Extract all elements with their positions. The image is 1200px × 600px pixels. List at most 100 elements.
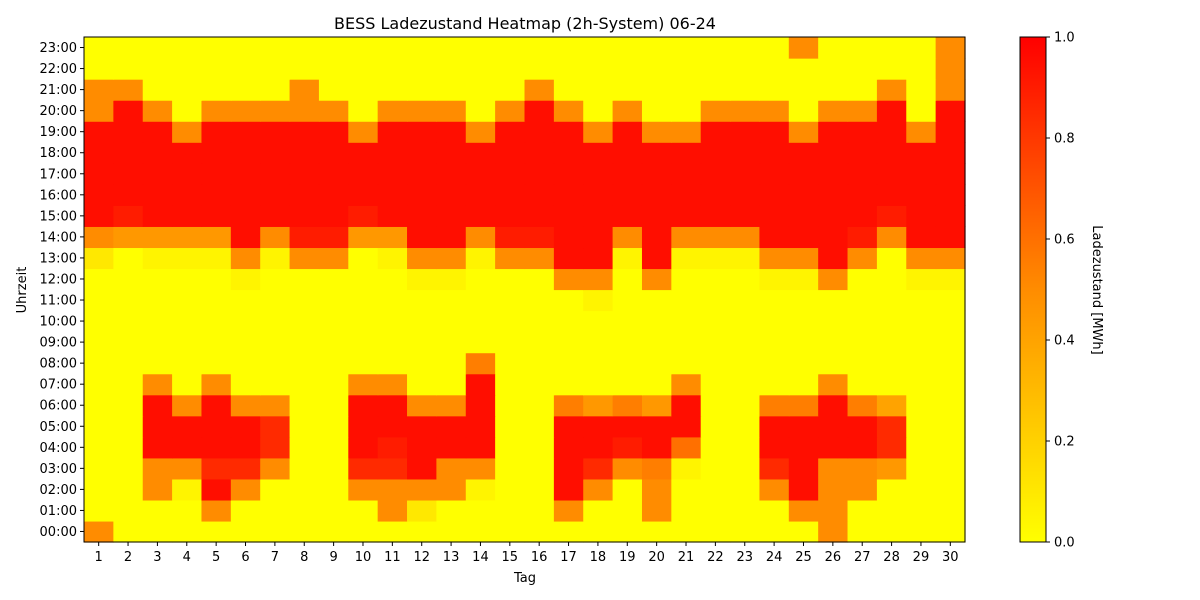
heatmap-cell: [465, 58, 496, 80]
heatmap-cell: [495, 499, 526, 522]
y-tick-label: 04:00: [40, 441, 77, 456]
heatmap-cell: [407, 142, 437, 164]
heatmap-cell: [759, 310, 790, 333]
heatmap-cell: [230, 58, 261, 80]
heatmap-cell: [906, 100, 937, 122]
heatmap-cell: [318, 37, 349, 59]
heatmap-cell: [553, 352, 584, 375]
heatmap-cell: [142, 184, 173, 206]
heatmap-cell: [84, 205, 114, 227]
heatmap-cell: [583, 457, 614, 480]
x-tick-label: 8: [300, 550, 308, 565]
x-tick-label: 21: [678, 550, 695, 565]
heatmap-cell: [230, 142, 261, 164]
heatmap-cell: [876, 415, 907, 438]
heatmap-cell: [876, 184, 907, 206]
x-axis-label: Tag: [513, 571, 536, 586]
heatmap-cell: [788, 205, 819, 227]
heatmap-cell: [847, 121, 878, 143]
heatmap-cell: [553, 478, 584, 501]
heatmap-cell: [612, 373, 643, 396]
heatmap-cell: [201, 184, 232, 206]
heatmap-cell: [730, 142, 761, 164]
heatmap-cell: [377, 478, 408, 501]
heatmap-cell: [700, 436, 731, 459]
heatmap-cell: [318, 247, 349, 270]
x-tick-label: 27: [854, 550, 871, 565]
heatmap-cell: [906, 478, 937, 501]
heatmap-cell: [583, 121, 614, 143]
heatmap-cell: [377, 58, 408, 80]
heatmap-cell: [583, 100, 614, 122]
heatmap-cell: [172, 121, 203, 143]
heatmap-cell: [465, 289, 496, 312]
plot-frame: [83, 36, 966, 543]
heatmap-cell: [906, 205, 937, 227]
heatmap-cell: [407, 100, 437, 122]
heatmap-cell: [260, 205, 291, 227]
heatmap-cell: [142, 352, 173, 375]
heatmap-cell: [142, 79, 173, 101]
heatmap-cell: [318, 436, 349, 459]
heatmap-cell: [935, 226, 966, 249]
heatmap-cell: [788, 268, 819, 291]
heatmap-cell: [700, 163, 731, 185]
heatmap-cell: [289, 184, 320, 206]
heatmap-cell: [788, 163, 819, 185]
heatmap-cell: [260, 100, 291, 122]
heatmap-cell: [407, 373, 437, 396]
heatmap-cell: [788, 373, 819, 396]
x-tick-label: 1: [95, 550, 103, 565]
heatmap-cell: [700, 205, 731, 227]
heatmap-cell: [201, 415, 232, 438]
heatmap-cell: [260, 247, 291, 270]
heatmap-cell: [876, 205, 907, 227]
y-tick-label: 17:00: [40, 167, 77, 182]
heatmap-cell: [407, 331, 437, 354]
heatmap-cell: [730, 247, 761, 270]
heatmap-cell: [113, 436, 144, 459]
colorbar-tick-label: 0.0: [1054, 536, 1075, 551]
heatmap-cell: [818, 163, 849, 185]
heatmap-cell: [612, 226, 643, 249]
heatmap-cell: [906, 520, 937, 543]
heatmap-cell: [142, 436, 173, 459]
heatmap-cell: [495, 289, 526, 312]
heatmap-cell: [289, 415, 320, 438]
x-tick-label: 10: [355, 550, 372, 565]
heatmap-cell: [318, 331, 349, 354]
x-tick-label: 11: [384, 550, 401, 565]
heatmap-cell: [641, 142, 672, 164]
heatmap-cell: [876, 247, 907, 270]
heatmap-cell: [641, 499, 672, 522]
heatmap-cell: [260, 373, 291, 396]
chart-title: BESS Ladezustand Heatmap (2h-System) 06-…: [334, 14, 716, 33]
heatmap-cell: [230, 457, 261, 480]
heatmap-cell: [847, 247, 878, 270]
heatmap-cell: [641, 394, 672, 417]
heatmap-cell: [935, 394, 966, 417]
heatmap-cell: [553, 457, 584, 480]
heatmap-cell: [84, 457, 114, 480]
heatmap-cell: [495, 478, 526, 501]
heatmap-cell: [818, 373, 849, 396]
heatmap-cell: [348, 163, 379, 185]
heatmap-cell: [671, 121, 702, 143]
heatmap-cell: [172, 163, 203, 185]
heatmap-cell: [935, 436, 966, 459]
heatmap-cell: [730, 352, 761, 375]
heatmap-cell: [84, 373, 114, 396]
y-tick-label: 13:00: [40, 251, 77, 266]
heatmap-cell: [583, 79, 614, 101]
heatmap-cell: [289, 520, 320, 543]
heatmap-cell: [935, 100, 966, 122]
heatmap-cell: [465, 121, 496, 143]
heatmap-cell: [700, 457, 731, 480]
heatmap-cell: [847, 499, 878, 522]
heatmap-cell: [671, 163, 702, 185]
heatmap-cell: [818, 247, 849, 270]
heatmap-cell: [553, 499, 584, 522]
heatmap-cell: [553, 142, 584, 164]
heatmap-cell: [759, 163, 790, 185]
